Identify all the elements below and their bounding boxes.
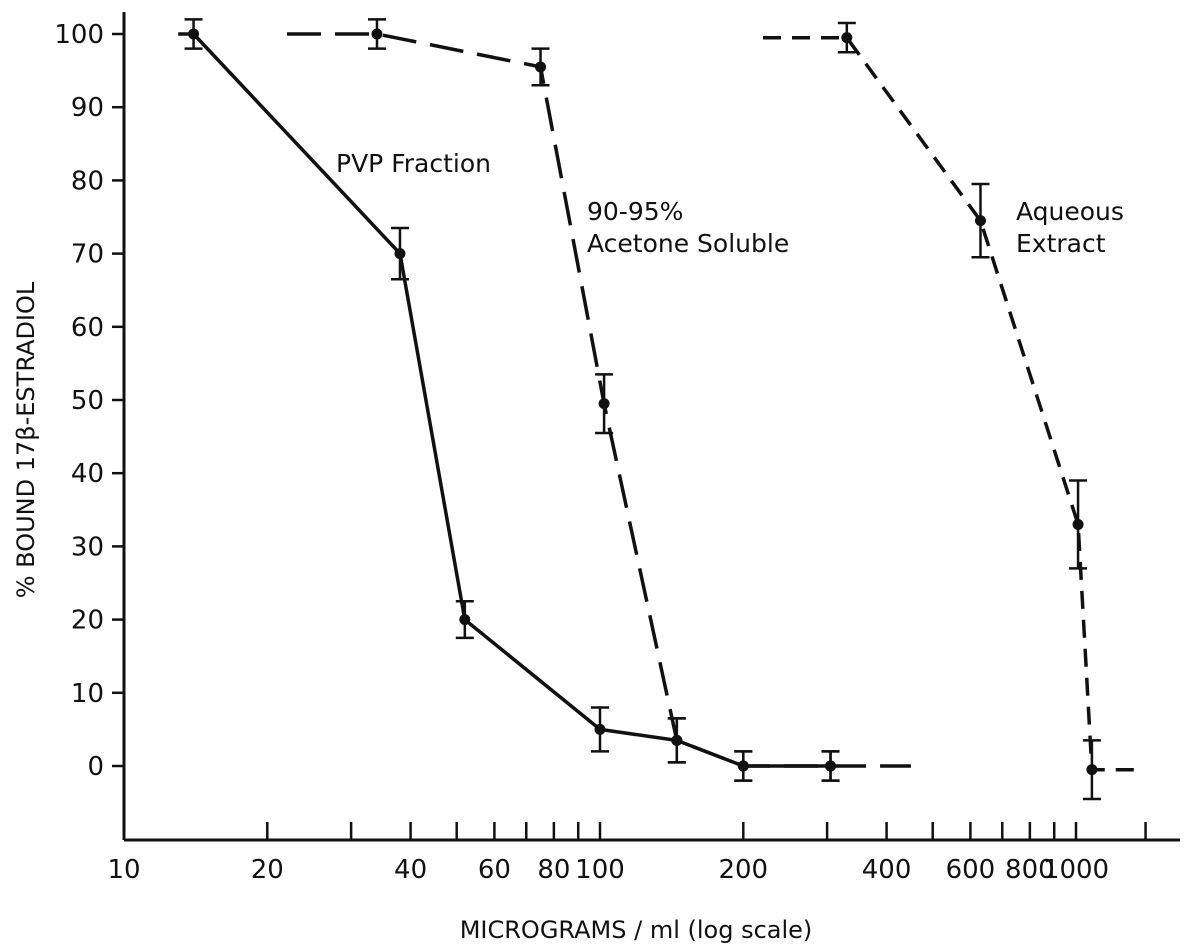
- series-group: [178, 18, 1143, 801]
- x-tick-label-200: 200: [718, 855, 768, 885]
- y-tick-label-60: 60: [71, 313, 104, 343]
- data-point-pvp-fraction-1: [394, 248, 406, 260]
- annotation-pvp-fraction: PVP Fraction: [336, 149, 491, 178]
- series-line-pvp-fraction: [178, 32, 831, 768]
- data-point-aqueous-extract-3: [1086, 764, 1098, 776]
- series-90-95-acetone-soluble: [287, 18, 911, 782]
- x-tick-label-80: 80: [537, 855, 570, 885]
- x-tick-label-100: 100: [575, 855, 625, 885]
- y-axis-title: % BOUND 17β-ESTRADIOL: [12, 281, 40, 598]
- series-pvp-fraction: [178, 18, 840, 782]
- x-tick-label-800: 800: [1005, 855, 1055, 885]
- x-tick-label-20: 20: [251, 855, 284, 885]
- x-tick-label-40: 40: [394, 855, 427, 885]
- data-point-aqueous-extract-0: [841, 32, 853, 44]
- y-tick-label-50: 50: [71, 386, 104, 416]
- annotation-acetone-percent: 90-95%: [587, 197, 683, 226]
- annotation-extract: Extract: [1016, 229, 1106, 258]
- data-point-90-95-acetone-soluble-4: [737, 760, 749, 772]
- series-line-90-95-acetone-soluble: [287, 32, 911, 768]
- data-point-pvp-fraction-2: [459, 614, 471, 626]
- annotation-aqueous: Aqueous: [1016, 197, 1124, 226]
- data-point-aqueous-extract-1: [974, 215, 986, 227]
- x-tick-label-10: 10: [107, 855, 140, 885]
- data-point-90-95-acetone-soluble-1: [535, 61, 547, 73]
- y-tick-label-80: 80: [71, 166, 104, 196]
- y-tick-label-100: 100: [54, 20, 104, 50]
- annotations: PVP Fraction 90-95% Acetone Soluble Aque…: [336, 149, 1124, 258]
- data-point-90-95-acetone-soluble-2: [598, 398, 610, 410]
- x-tick-label-60: 60: [478, 855, 511, 885]
- y-tick-label-0: 0: [87, 752, 104, 782]
- data-point-pvp-fraction-0: [188, 28, 200, 40]
- series-line-aqueous-extract: [763, 35, 1143, 772]
- data-point-pvp-fraction-3: [594, 723, 606, 735]
- y-tick-label-70: 70: [71, 240, 104, 270]
- series-aqueous-extract: [763, 21, 1143, 801]
- y-tick-label-20: 20: [71, 606, 104, 636]
- data-point-aqueous-extract-2: [1072, 518, 1084, 530]
- data-point-90-95-acetone-soluble-0: [371, 28, 383, 40]
- x-axis-title: MICROGRAMS / ml (log scale): [460, 916, 813, 944]
- annotation-acetone-soluble: Acetone Soluble: [587, 229, 789, 258]
- y-tick-label-40: 40: [71, 459, 104, 489]
- x-tick-label-1000: 1000: [1043, 855, 1109, 885]
- data-point-90-95-acetone-soluble-5: [825, 760, 837, 772]
- data-point-90-95-acetone-soluble-3: [671, 734, 683, 746]
- axes: [122, 12, 1180, 842]
- x-tick-label-400: 400: [862, 855, 912, 885]
- y-tick-label-90: 90: [71, 93, 104, 123]
- y-tick-label-30: 30: [71, 532, 104, 562]
- x-tick-label-600: 600: [946, 855, 996, 885]
- y-tick-label-10: 10: [71, 679, 104, 709]
